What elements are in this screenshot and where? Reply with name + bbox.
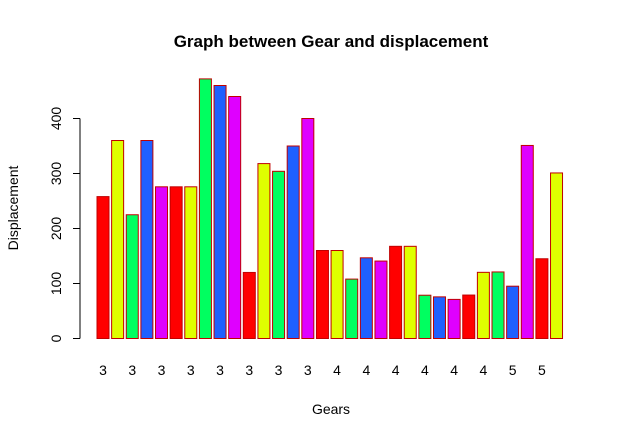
bar <box>462 294 476 339</box>
x-tick-label: 5 <box>538 362 546 378</box>
y-tick-label: 400 <box>48 107 64 131</box>
x-axis-label: Gears <box>312 401 350 417</box>
x-tick-label: 3 <box>304 362 312 378</box>
y-axis-label: Displacement <box>5 165 21 250</box>
y-tick-label: 300 <box>48 162 64 186</box>
bar <box>155 186 169 339</box>
x-tick-label: 4 <box>392 362 400 378</box>
y-axis: 0 100 200 300 400 <box>48 107 81 342</box>
bars-group <box>96 78 564 340</box>
bar <box>550 172 564 339</box>
bar <box>286 145 300 339</box>
x-tick-label: 3 <box>216 362 224 378</box>
bar <box>228 96 242 339</box>
bar <box>389 245 403 340</box>
bar <box>257 163 271 339</box>
bar <box>96 196 110 339</box>
bar <box>476 271 490 339</box>
x-tick-labels-group: 3 3 3 3 3 3 3 3 4 4 4 4 4 4 5 5 <box>99 362 546 378</box>
x-tick-label: 4 <box>450 362 458 378</box>
x-tick-label: 3 <box>187 362 195 378</box>
bar <box>345 278 359 340</box>
x-tick-label: 5 <box>509 362 517 378</box>
chart-title: Graph between Gear and displacement <box>174 32 489 51</box>
bar <box>198 78 212 340</box>
y-tick-label: 200 <box>48 217 64 241</box>
bar <box>520 144 534 339</box>
y-tick-label: 0 <box>48 334 64 342</box>
bar <box>491 271 505 340</box>
bar <box>432 296 446 339</box>
bar <box>140 140 154 339</box>
bar <box>213 85 227 339</box>
bar <box>315 250 329 339</box>
bar <box>330 250 344 339</box>
x-tick-label: 3 <box>158 362 166 378</box>
bar <box>301 118 315 339</box>
x-tick-label: 4 <box>479 362 487 378</box>
bar <box>184 186 198 339</box>
x-tick-label: 3 <box>128 362 136 378</box>
bar <box>374 260 388 339</box>
bar <box>447 298 461 339</box>
bar <box>272 170 286 339</box>
x-tick-label: 4 <box>333 362 341 378</box>
bar <box>535 258 549 339</box>
bar <box>111 140 125 339</box>
x-tick-label: 4 <box>421 362 429 378</box>
x-tick-label: 4 <box>362 362 370 378</box>
bar <box>169 186 183 339</box>
bar <box>418 294 432 339</box>
bar <box>125 214 139 339</box>
bar <box>242 271 256 340</box>
bar <box>403 245 417 340</box>
bar <box>359 257 373 339</box>
y-tick-label: 100 <box>48 272 64 296</box>
bar <box>506 285 520 340</box>
x-tick-label: 3 <box>275 362 283 378</box>
x-tick-label: 3 <box>99 362 107 378</box>
x-tick-label: 3 <box>245 362 253 378</box>
